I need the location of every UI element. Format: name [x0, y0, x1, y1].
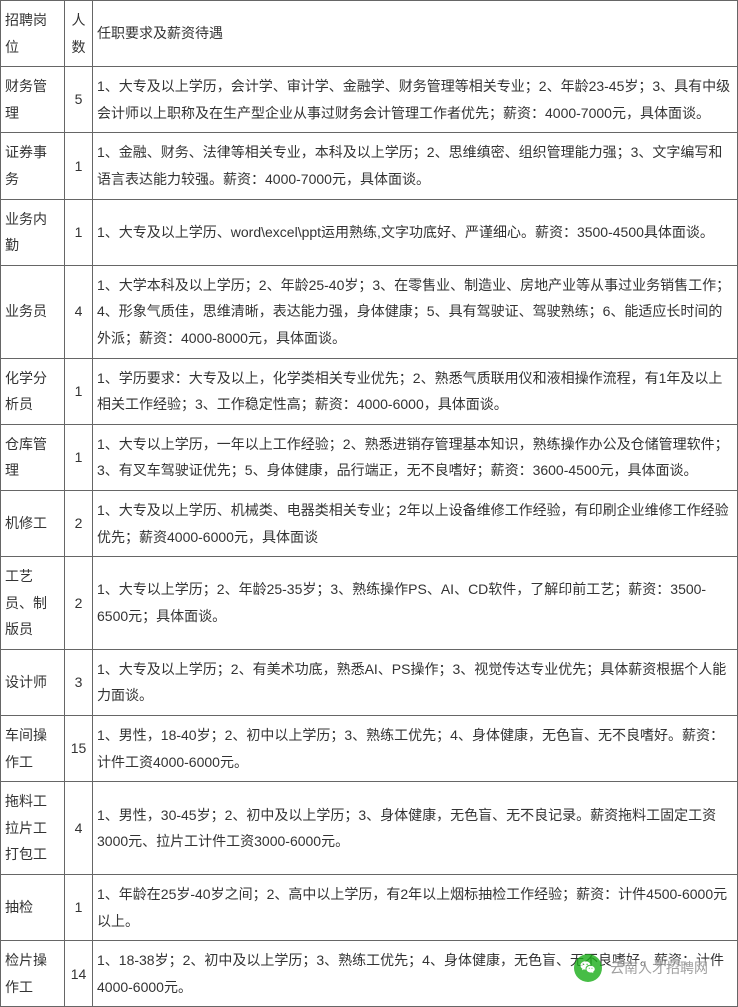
cell-requirements: 1、18-38岁；2、初中及以上学历；3、熟练工优先；4、身体健康，无色盲、无不…: [93, 941, 738, 1007]
cell-position: 业务内勤: [1, 199, 65, 265]
cell-requirements: 1、大专及以上学历，会计学、审计学、金融学、财务管理等相关专业；2、年龄23-4…: [93, 67, 738, 133]
table-row: 机修工21、大专及以上学历、机械类、电器类相关专业；2年以上设备维修工作经验，有…: [1, 490, 738, 556]
cell-count: 1: [65, 133, 93, 199]
cell-position: 拖料工 拉片工 打包工: [1, 782, 65, 875]
cell-requirements: 1、大专及以上学历、机械类、电器类相关专业；2年以上设备维修工作经验，有印刷企业…: [93, 490, 738, 556]
table-row: 证券事务11、金融、财务、法律等相关专业，本科及以上学历；2、思维缜密、组织管理…: [1, 133, 738, 199]
header-position: 招聘岗位: [1, 1, 65, 67]
cell-position: 财务管理: [1, 67, 65, 133]
cell-requirements: 1、学历要求：大专及以上，化学类相关专业优先；2、熟悉气质联用仪和液相操作流程，…: [93, 358, 738, 424]
cell-count: 1: [65, 199, 93, 265]
table-header-row: 招聘岗位 人数 任职要求及薪资待遇: [1, 1, 738, 67]
cell-requirements: 1、年龄在25岁-40岁之间；2、高中以上学历，有2年以上烟标抽检工作经验；薪资…: [93, 875, 738, 941]
cell-requirements: 1、男性，18-40岁；2、初中以上学历；3、熟练工优先；4、身体健康，无色盲、…: [93, 716, 738, 782]
table-row: 仓库管理11、大专以上学历，一年以上工作经验；2、熟悉进销存管理基本知识，熟练操…: [1, 424, 738, 490]
cell-count: 1: [65, 875, 93, 941]
cell-requirements: 1、男性，30-45岁；2、初中及以上学历；3、身体健康，无色盲、无不良记录。薪…: [93, 782, 738, 875]
table-row: 拖料工 拉片工 打包工41、男性，30-45岁；2、初中及以上学历；3、身体健康…: [1, 782, 738, 875]
cell-position: 业务员: [1, 265, 65, 358]
table-row: 业务内勤11、大专及以上学历、word\excel\ppt运用熟练,文字功底好、…: [1, 199, 738, 265]
cell-requirements: 1、大专及以上学历；2、有美术功底，熟悉AI、PS操作；3、视觉传达专业优先；具…: [93, 649, 738, 715]
job-table: 招聘岗位 人数 任职要求及薪资待遇 财务管理51、大专及以上学历，会计学、审计学…: [0, 0, 738, 1007]
table-row: 检片操作工141、18-38岁；2、初中及以上学历；3、熟练工优先；4、身体健康…: [1, 941, 738, 1007]
table-row: 抽检11、年龄在25岁-40岁之间；2、高中以上学历，有2年以上烟标抽检工作经验…: [1, 875, 738, 941]
table-row: 工艺员、制版员21、大专以上学历；2、年龄25-35岁；3、熟练操作PS、AI、…: [1, 557, 738, 650]
cell-count: 1: [65, 424, 93, 490]
cell-position: 化学分析员: [1, 358, 65, 424]
table-row: 化学分析员11、学历要求：大专及以上，化学类相关专业优先；2、熟悉气质联用仪和液…: [1, 358, 738, 424]
cell-requirements: 1、大专以上学历，一年以上工作经验；2、熟悉进销存管理基本知识，熟练操作办公及仓…: [93, 424, 738, 490]
cell-count: 4: [65, 782, 93, 875]
cell-count: 4: [65, 265, 93, 358]
cell-position: 抽检: [1, 875, 65, 941]
table-row: 设计师31、大专及以上学历；2、有美术功底，熟悉AI、PS操作；3、视觉传达专业…: [1, 649, 738, 715]
cell-position: 机修工: [1, 490, 65, 556]
cell-position: 设计师: [1, 649, 65, 715]
cell-count: 1: [65, 358, 93, 424]
cell-position: 证券事务: [1, 133, 65, 199]
cell-position: 工艺员、制版员: [1, 557, 65, 650]
cell-count: 3: [65, 649, 93, 715]
cell-count: 5: [65, 67, 93, 133]
cell-position: 仓库管理: [1, 424, 65, 490]
table-row: 财务管理51、大专及以上学历，会计学、审计学、金融学、财务管理等相关专业；2、年…: [1, 67, 738, 133]
cell-count: 15: [65, 716, 93, 782]
table-row: 业务员41、大学本科及以上学历；2、年龄25-40岁；3、在零售业、制造业、房地…: [1, 265, 738, 358]
cell-count: 14: [65, 941, 93, 1007]
cell-position: 车间操作工: [1, 716, 65, 782]
cell-requirements: 1、大专以上学历；2、年龄25-35岁；3、熟练操作PS、AI、CD软件，了解印…: [93, 557, 738, 650]
cell-count: 2: [65, 490, 93, 556]
cell-position: 检片操作工: [1, 941, 65, 1007]
cell-count: 2: [65, 557, 93, 650]
cell-requirements: 1、大学本科及以上学历；2、年龄25-40岁；3、在零售业、制造业、房地产业等从…: [93, 265, 738, 358]
header-count: 人数: [65, 1, 93, 67]
cell-requirements: 1、金融、财务、法律等相关专业，本科及以上学历；2、思维缜密、组织管理能力强；3…: [93, 133, 738, 199]
table-row: 车间操作工151、男性，18-40岁；2、初中以上学历；3、熟练工优先；4、身体…: [1, 716, 738, 782]
cell-requirements: 1、大专及以上学历、word\excel\ppt运用熟练,文字功底好、严谨细心。…: [93, 199, 738, 265]
header-requirements: 任职要求及薪资待遇: [93, 1, 738, 67]
